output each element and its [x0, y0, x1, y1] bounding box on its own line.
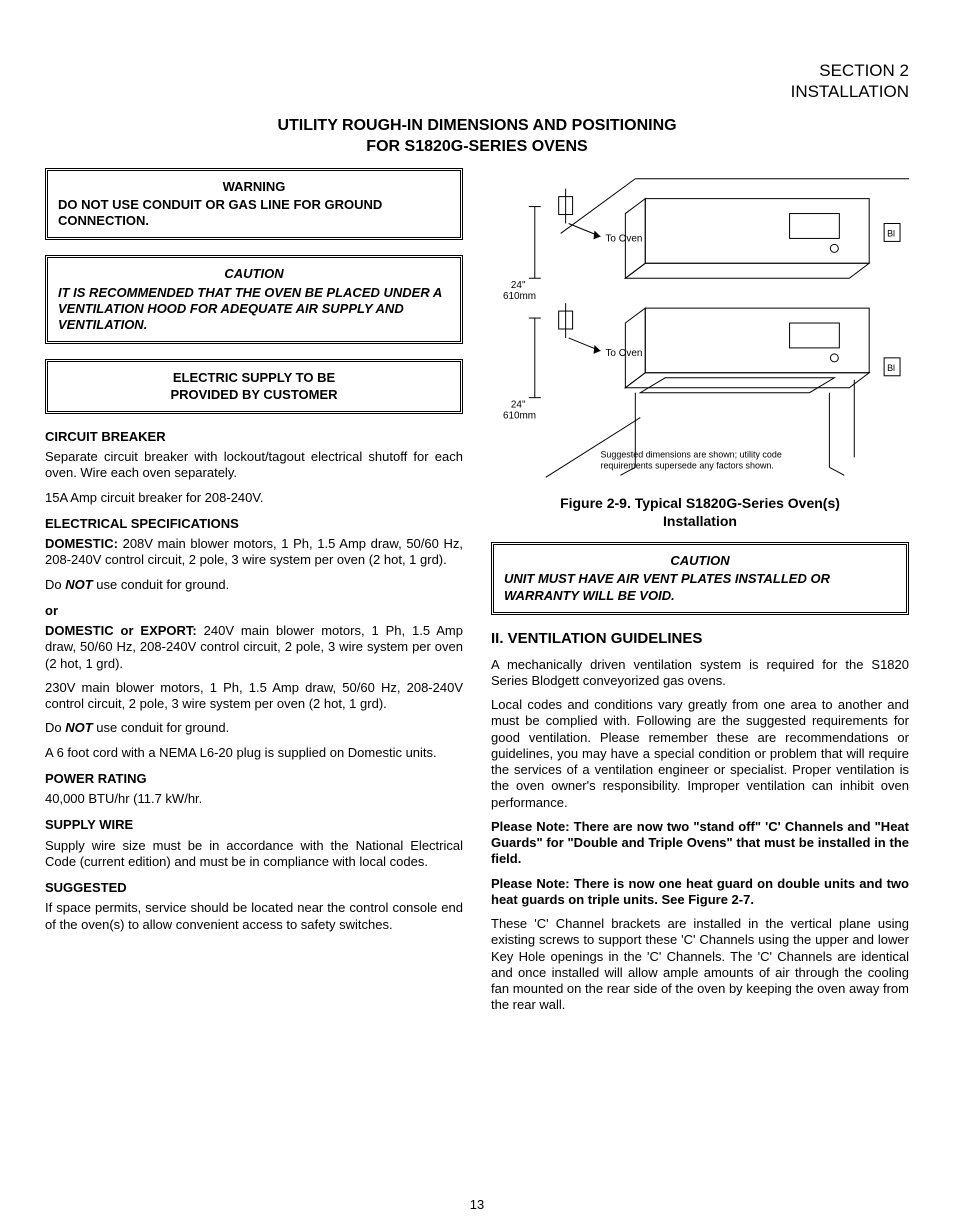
- upper-dim-in: 24": [511, 280, 526, 291]
- left-column: WARNING DO NOT USE CONDUIT OR GAS LINE F…: [45, 168, 463, 1022]
- elec-supply-l2: PROVIDED BY CUSTOMER: [58, 387, 450, 403]
- lower-gas-valve-icon: To Oven: [559, 303, 643, 359]
- section-title: INSTALLATION: [45, 81, 909, 102]
- power-rating-head: POWER RATING: [45, 771, 463, 787]
- title-line1: UTILITY ROUGH-IN DIMENSIONS AND POSITION…: [45, 115, 909, 137]
- page-title: UTILITY ROUGH-IN DIMENSIONS AND POSITION…: [45, 115, 909, 158]
- vent-note1: Please Note: There are now two "stand of…: [491, 819, 909, 868]
- or-label: or: [45, 603, 463, 619]
- upper-to-oven-label: To Oven: [605, 233, 642, 244]
- elec-supply-l1: ELECTRIC SUPPLY TO BE: [58, 370, 450, 386]
- do-not-ground-2: Do NOT use conduit for ground.: [45, 720, 463, 736]
- circuit-breaker-p1: Separate circuit breaker with lockout/ta…: [45, 449, 463, 482]
- vent-p3: These 'C' Channel brackets are installed…: [491, 916, 909, 1014]
- caution-box-left: CAUTION IT IS RECOMMENDED THAT THE OVEN …: [45, 255, 463, 344]
- fig-caption-l1: Figure 2-9. Typical S1820G-Series Oven(s…: [491, 494, 909, 512]
- cord-para: A 6 foot cord with a NEMA L6-20 plug is …: [45, 745, 463, 761]
- diagram-note-l1: Suggested dimensions are shown; utility …: [600, 449, 781, 459]
- p-230v: 230V main blower motors, 1 Ph, 1.5 Amp d…: [45, 680, 463, 713]
- circuit-breaker-head: CIRCUIT BREAKER: [45, 429, 463, 445]
- upper-oven-icon: Bl: [625, 198, 900, 278]
- upper-dim-mm: 610mm: [503, 291, 536, 302]
- do-not-ground-1: Do NOT use conduit for ground.: [45, 577, 463, 593]
- diagram-note-l2: requirements supersede any factors shown…: [600, 460, 773, 470]
- supply-wire-p: Supply wire size must be in accordance w…: [45, 838, 463, 871]
- supply-wire-head: SUPPLY WIRE: [45, 817, 463, 833]
- domestic-lead: DOMESTIC:: [45, 536, 118, 551]
- donot-lead-2: Do: [45, 720, 65, 735]
- electric-supply-box: ELECTRIC SUPPLY TO BE PROVIDED BY CUSTOM…: [45, 359, 463, 414]
- lower-dim-mm: 610mm: [503, 410, 536, 421]
- upper-dim: 24" 610mm: [503, 206, 541, 302]
- svg-text:Bl: Bl: [887, 228, 895, 238]
- domestic-export-para: DOMESTIC or EXPORT: 240V main blower mot…: [45, 623, 463, 672]
- circuit-breaker-p2: 15A Amp circuit breaker for 208-240V.: [45, 490, 463, 506]
- vent-note2: Please Note: There is now one heat guard…: [491, 876, 909, 909]
- title-line2: FOR S1820G-SERIES OVENS: [45, 136, 909, 158]
- page-root: SECTION 2 INSTALLATION UTILITY ROUGH-IN …: [0, 0, 954, 1232]
- power-rating-p: 40,000 BTU/hr (11.7 kW/hr.: [45, 791, 463, 807]
- suggested-head: SUGGESTED: [45, 880, 463, 896]
- upper-gas-valve-icon: To Oven: [559, 188, 643, 244]
- caution-right-head: CAUTION: [504, 553, 896, 569]
- donot-em-2: NOT: [65, 720, 92, 735]
- warning-box: WARNING DO NOT USE CONDUIT OR GAS LINE F…: [45, 168, 463, 241]
- page-number: 13: [0, 1197, 954, 1212]
- caution-left-head: CAUTION: [58, 266, 450, 282]
- caution-left-body: IT IS RECOMMENDED THAT THE OVEN BE PLACE…: [58, 285, 450, 334]
- donot-em-1: NOT: [65, 577, 92, 592]
- vent-p2: Local codes and conditions vary greatly …: [491, 697, 909, 811]
- content-columns: WARNING DO NOT USE CONDUIT OR GAS LINE F…: [45, 168, 909, 1022]
- elec-spec-head: ELECTRICAL SPECIFICATIONS: [45, 516, 463, 532]
- ventilation-head: II. VENTILATION GUIDELINES: [491, 630, 909, 649]
- svg-text:Bl: Bl: [887, 362, 895, 372]
- vent-p1: A mechanically driven ventilation system…: [491, 657, 909, 690]
- caution-right-body: UNIT MUST HAVE AIR VENT PLATES INSTALLED…: [504, 571, 896, 604]
- lower-dim: 24" 610mm: [503, 318, 541, 422]
- caution-box-right: CAUTION UNIT MUST HAVE AIR VENT PLATES I…: [491, 542, 909, 615]
- installation-diagram: Bl To Oven 24": [491, 168, 909, 488]
- diagram-svg: Bl To Oven 24": [491, 168, 909, 488]
- figure-caption: Figure 2-9. Typical S1820G-Series Oven(s…: [491, 494, 909, 530]
- fig-caption-l2: Installation: [491, 512, 909, 530]
- section-number: SECTION 2: [45, 60, 909, 81]
- donot-lead-1: Do: [45, 577, 65, 592]
- donot-tail-1: use conduit for ground.: [93, 577, 230, 592]
- page-header: SECTION 2 INSTALLATION: [45, 60, 909, 103]
- warning-head: WARNING: [58, 179, 450, 195]
- dom-exp-lead: DOMESTIC or EXPORT:: [45, 623, 197, 638]
- right-column: Bl To Oven 24": [491, 168, 909, 1022]
- domestic-para: DOMESTIC: 208V main blower motors, 1 Ph,…: [45, 536, 463, 569]
- lower-dim-in: 24": [511, 399, 526, 410]
- donot-tail-2: use conduit for ground.: [93, 720, 230, 735]
- warning-body: DO NOT USE CONDUIT OR GAS LINE FOR GROUN…: [58, 197, 450, 230]
- suggested-p: If space permits, service should be loca…: [45, 900, 463, 933]
- lower-to-oven-label: To Oven: [605, 348, 642, 359]
